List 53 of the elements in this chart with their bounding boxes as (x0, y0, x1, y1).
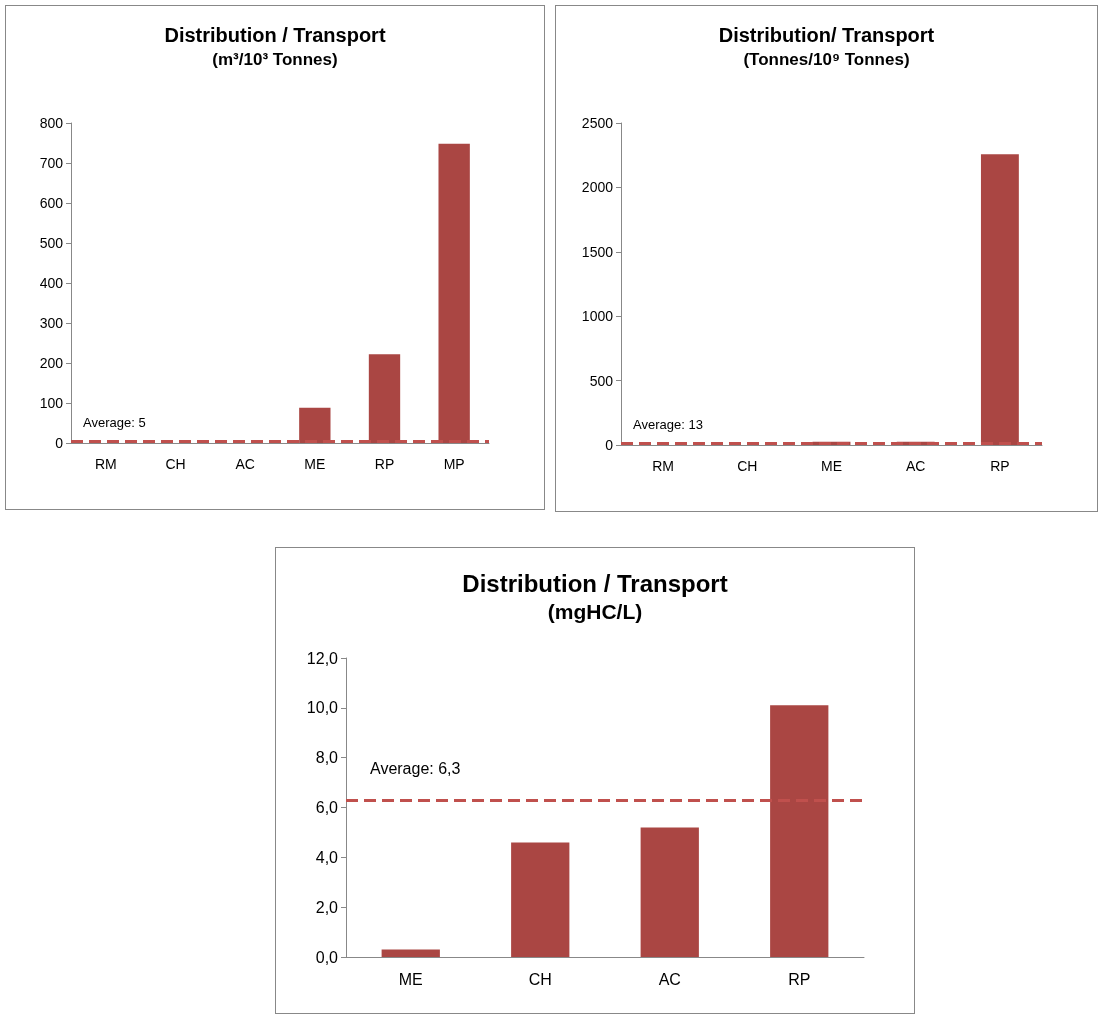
y-tick-label: 8,0 (315, 749, 339, 767)
ref-line-label: Average: 5 (83, 415, 146, 430)
x-tick-label: ME (304, 456, 326, 472)
bar (299, 407, 331, 443)
y-tick-label: 1000 (581, 308, 614, 325)
y-tick-label: 10,0 (306, 699, 339, 717)
y-tick-label: 0 (55, 435, 64, 451)
y-tick-label: 600 (39, 195, 64, 211)
chart-title: Distribution / Transport (164, 24, 386, 46)
y-tick-label: 200 (39, 355, 64, 371)
y-tick-label: 6,0 (315, 799, 339, 816)
y-tick-label: 800 (39, 115, 64, 131)
ref-line-label: Average: 13 (633, 417, 703, 433)
x-tick-label: CH (737, 458, 758, 474)
x-tick-label: AC (658, 970, 681, 988)
y-tick-label: 400 (39, 275, 64, 291)
chart-subtitle: (mgHC/L) (547, 600, 643, 623)
x-tick-label: CH (165, 456, 186, 472)
y-tick-label: 0,0 (315, 948, 339, 966)
y-tick-label: 500 (39, 235, 64, 251)
x-tick-label: RP (990, 458, 1010, 474)
chart-subtitle: (m³/10³ Tonnes) (212, 50, 338, 69)
x-tick-label: RP (374, 456, 395, 472)
y-tick-label: 2500 (581, 115, 614, 131)
chart-title: Distribution / Transport (462, 569, 728, 597)
bar (640, 827, 699, 957)
y-tick-label: 4,0 (315, 848, 339, 866)
chart-subtitle: (Tonnes/10⁹ Tonnes) (743, 50, 910, 69)
y-tick-label: 100 (39, 395, 64, 411)
x-tick-label: ME (821, 458, 842, 474)
x-tick-label: MP (443, 456, 465, 472)
y-tick-label: 1500 (581, 243, 614, 260)
bar (381, 949, 440, 957)
y-tick-label: 500 (589, 372, 614, 389)
y-tick-label: 2,0 (315, 898, 339, 916)
x-tick-label: RM (94, 456, 117, 472)
x-tick-label: AC (905, 458, 926, 474)
x-tick-label: RP (788, 970, 811, 988)
ref-line-label: Average: 6,3 (370, 759, 461, 777)
y-tick-label: 0 (605, 437, 614, 453)
x-tick-label: CH (528, 970, 552, 988)
bar (368, 354, 401, 443)
x-tick-label: AC (235, 456, 255, 472)
x-tick-label: ME (398, 970, 423, 988)
y-tick-label: 12,0 (306, 649, 339, 667)
bar (770, 705, 829, 957)
x-tick-label: RM (652, 458, 674, 474)
bar (511, 842, 570, 957)
bar (438, 143, 470, 443)
y-tick-label: 2000 (581, 179, 614, 196)
y-tick-label: 300 (39, 315, 64, 331)
y-tick-label: 700 (39, 155, 64, 171)
chart-title: Distribution/ Transport (718, 24, 935, 46)
